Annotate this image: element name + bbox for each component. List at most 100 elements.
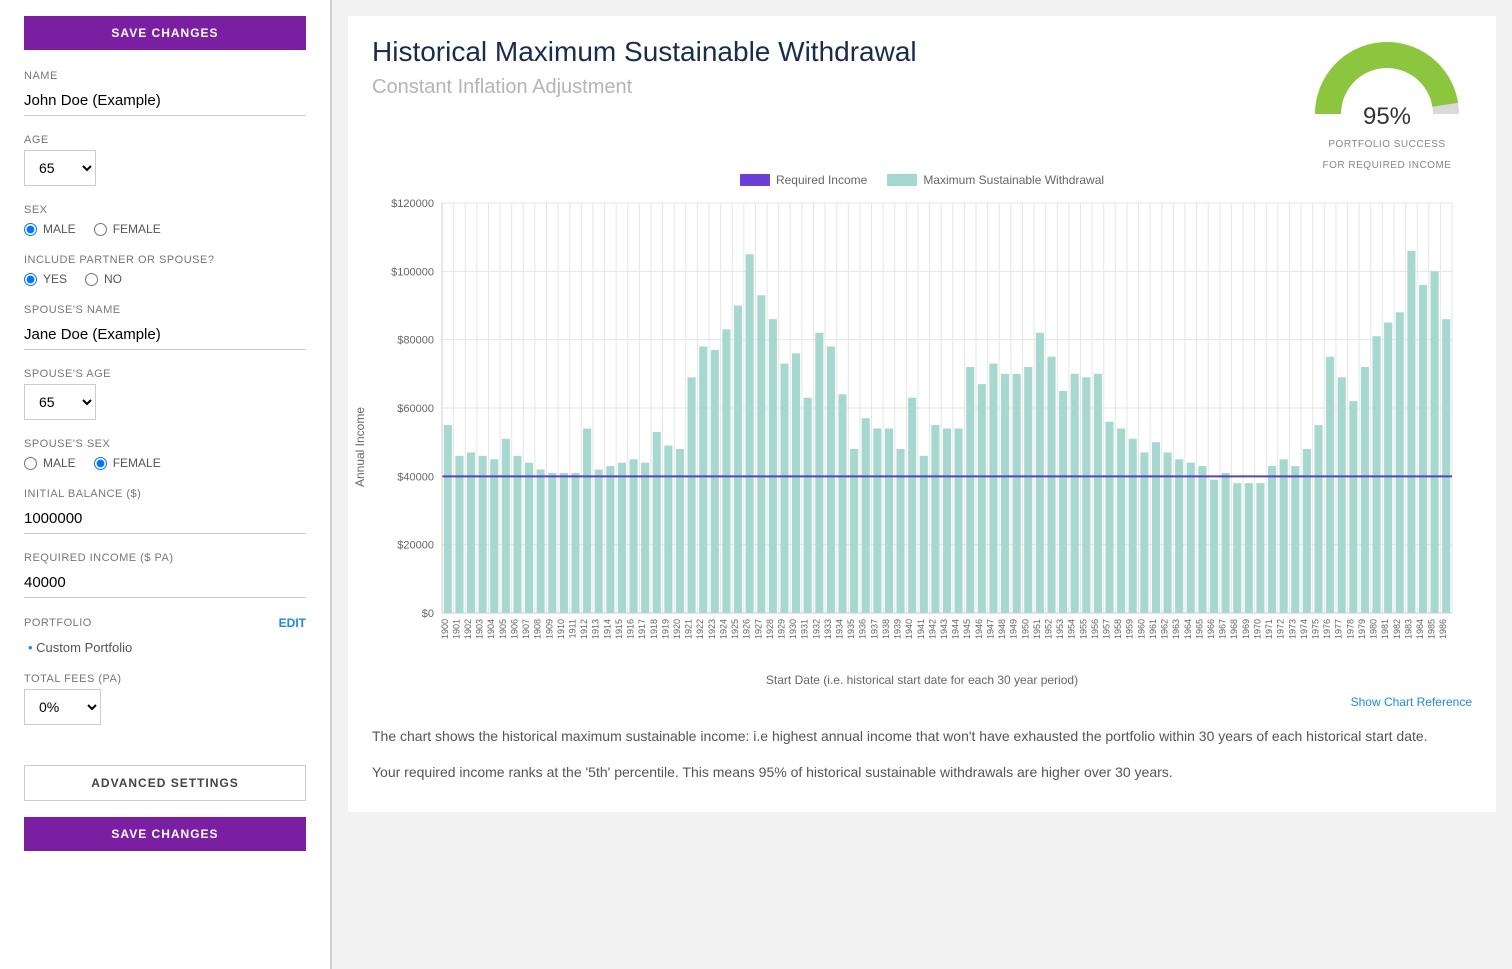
svg-text:1980: 1980 — [1369, 619, 1379, 639]
svg-text:1971: 1971 — [1264, 619, 1274, 639]
svg-text:1912: 1912 — [579, 619, 589, 639]
include-label: INCLUDE PARTNER OR SPOUSE? — [24, 254, 306, 266]
svg-text:1964: 1964 — [1183, 619, 1193, 639]
include-radio-group: YES NO — [24, 272, 306, 286]
total-fees-label: TOTAL FEES (PA) — [24, 673, 306, 685]
required-income-label: REQUIRED INCOME ($ PA) — [24, 552, 306, 564]
svg-text:1933: 1933 — [823, 619, 833, 639]
svg-text:1918: 1918 — [649, 619, 659, 639]
sex-radio-group: MALE FEMALE — [24, 222, 306, 236]
include-no-option[interactable]: NO — [85, 272, 122, 286]
spouse-age-select[interactable]: 65 — [24, 384, 96, 420]
svg-text:1970: 1970 — [1252, 619, 1262, 639]
svg-text:1927: 1927 — [753, 619, 763, 639]
spouse-sex-female-label: FEMALE — [113, 456, 161, 470]
legend-max: Maximum Sustainable Withdrawal — [887, 173, 1104, 187]
svg-text:1951: 1951 — [1032, 619, 1042, 639]
svg-text:1981: 1981 — [1380, 619, 1390, 639]
svg-text:1940: 1940 — [904, 619, 914, 639]
svg-text:1922: 1922 — [695, 619, 705, 639]
main-content: Historical Maximum Sustainable Withdrawa… — [332, 0, 1512, 969]
svg-text:1982: 1982 — [1392, 619, 1402, 639]
svg-text:1906: 1906 — [509, 619, 519, 639]
svg-text:$80000: $80000 — [397, 335, 434, 347]
svg-text:1950: 1950 — [1020, 619, 1030, 639]
svg-text:1904: 1904 — [486, 619, 496, 639]
sex-female-option[interactable]: FEMALE — [94, 222, 161, 236]
total-fees-select[interactable]: 0% — [24, 689, 101, 725]
name-input[interactable] — [24, 86, 306, 116]
svg-text:1966: 1966 — [1206, 619, 1216, 639]
svg-text:1984: 1984 — [1415, 619, 1425, 639]
svg-text:1948: 1948 — [997, 619, 1007, 639]
svg-text:1932: 1932 — [811, 619, 821, 639]
svg-text:$60000: $60000 — [397, 403, 434, 415]
svg-text:1921: 1921 — [684, 619, 694, 639]
include-no-radio[interactable] — [85, 273, 98, 286]
name-label: NAME — [24, 70, 306, 82]
spouse-name-input[interactable] — [24, 320, 306, 350]
svg-text:1925: 1925 — [730, 619, 740, 639]
show-chart-reference-link[interactable]: Show Chart Reference — [1351, 695, 1472, 709]
svg-text:1967: 1967 — [1218, 619, 1228, 639]
svg-text:1974: 1974 — [1299, 619, 1309, 639]
age-select[interactable]: 65 — [24, 150, 96, 186]
svg-text:1943: 1943 — [939, 619, 949, 639]
sex-male-label: MALE — [43, 222, 76, 236]
svg-text:1968: 1968 — [1229, 619, 1239, 639]
svg-text:1941: 1941 — [916, 619, 926, 639]
save-changes-button-bottom[interactable]: SAVE CHANGES — [24, 817, 306, 851]
svg-text:1917: 1917 — [637, 619, 647, 639]
chart-ylabel: Annual Income — [353, 407, 367, 487]
svg-text:1956: 1956 — [1090, 619, 1100, 639]
card-header: Historical Maximum Sustainable Withdrawa… — [372, 36, 1472, 173]
save-changes-button-top[interactable]: SAVE CHANGES — [24, 16, 306, 50]
svg-text:1900: 1900 — [440, 619, 450, 639]
legend-max-swatch — [887, 174, 917, 186]
spouse-sex-female-option[interactable]: FEMALE — [94, 456, 161, 470]
svg-text:1915: 1915 — [614, 619, 624, 639]
spouse-sex-female-radio[interactable] — [94, 457, 107, 470]
include-yes-radio[interactable] — [24, 273, 37, 286]
svg-text:1953: 1953 — [1055, 619, 1065, 639]
required-income-input[interactable] — [24, 568, 306, 598]
svg-text:1952: 1952 — [1043, 619, 1053, 639]
include-no-label: NO — [104, 272, 122, 286]
portfolio-header: PORTFOLIO EDIT — [24, 616, 306, 630]
success-gauge: 95% PORTFOLIO SUCCESS FOR REQUIRED INCOM… — [1302, 36, 1472, 173]
svg-text:1983: 1983 — [1403, 619, 1413, 639]
svg-text:1960: 1960 — [1136, 619, 1146, 639]
svg-text:1979: 1979 — [1357, 619, 1367, 639]
svg-text:1913: 1913 — [591, 619, 601, 639]
spouse-sex-male-label: MALE — [43, 456, 76, 470]
description-2: Your required income ranks at the '5th' … — [372, 761, 1472, 783]
svg-text:1972: 1972 — [1276, 619, 1286, 639]
spouse-sex-label: SPOUSE'S SEX — [24, 438, 306, 450]
advanced-settings-button[interactable]: ADVANCED SETTINGS — [24, 765, 306, 801]
svg-text:1958: 1958 — [1113, 619, 1123, 639]
svg-text:1938: 1938 — [881, 619, 891, 639]
svg-text:1935: 1935 — [846, 619, 856, 639]
svg-text:$120000: $120000 — [391, 198, 434, 210]
svg-text:1959: 1959 — [1125, 619, 1135, 639]
edit-portfolio-link[interactable]: EDIT — [279, 616, 306, 630]
chart-card: Historical Maximum Sustainable Withdrawa… — [348, 16, 1496, 812]
svg-text:1901: 1901 — [451, 619, 461, 639]
initial-balance-input[interactable] — [24, 504, 306, 534]
svg-text:1961: 1961 — [1148, 619, 1158, 639]
description-1: The chart shows the historical maximum s… — [372, 725, 1472, 747]
spouse-sex-male-option[interactable]: MALE — [24, 456, 76, 470]
svg-text:1928: 1928 — [765, 619, 775, 639]
svg-text:1962: 1962 — [1160, 619, 1170, 639]
sex-label: SEX — [24, 204, 306, 216]
sex-female-radio[interactable] — [94, 223, 107, 236]
svg-text:1916: 1916 — [626, 619, 636, 639]
sex-male-option[interactable]: MALE — [24, 222, 76, 236]
svg-text:1957: 1957 — [1102, 619, 1112, 639]
svg-text:1914: 1914 — [602, 619, 612, 639]
svg-text:1926: 1926 — [742, 619, 752, 639]
age-label: AGE — [24, 134, 306, 146]
spouse-sex-male-radio[interactable] — [24, 457, 37, 470]
include-yes-option[interactable]: YES — [24, 272, 67, 286]
sex-male-radio[interactable] — [24, 223, 37, 236]
